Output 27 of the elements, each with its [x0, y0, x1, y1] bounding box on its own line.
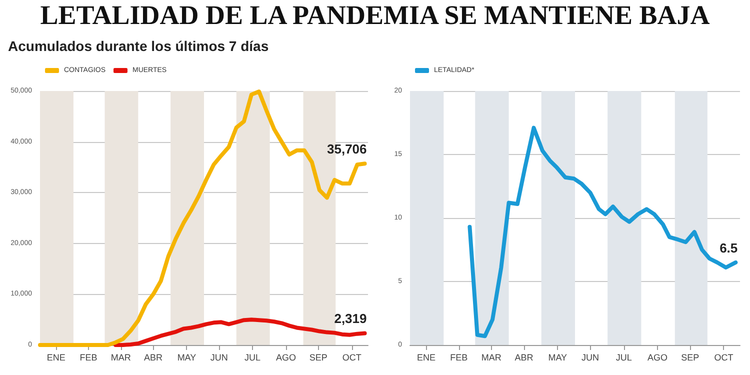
x-tick-label: ENE: [417, 352, 436, 362]
annotation: 6.5: [720, 240, 738, 256]
x-tick-label: ABR: [144, 352, 164, 362]
x-tick-label: OCT: [342, 352, 362, 362]
x-tick-label: MAY: [548, 352, 568, 362]
x-tick-label: JUN: [581, 352, 599, 362]
x-tick-label: FEB: [450, 352, 468, 362]
x-tick-label: SEP: [681, 352, 700, 362]
x-tick-label: AGO: [276, 352, 296, 362]
x-tick-label: JUL: [616, 352, 632, 362]
x-tick-label: AGO: [647, 352, 668, 362]
x-tick-label: MAR: [110, 352, 132, 362]
x-tick-label: JUN: [210, 352, 228, 362]
x-tick-label: SEP: [309, 352, 328, 362]
x-tick-label: JUL: [244, 352, 261, 362]
line-series: [38, 90, 367, 347]
x-tick-label: ENE: [46, 352, 66, 362]
x-tick-label: OCT: [714, 352, 734, 362]
chart-subtitle: Acumulados durante los últimos 7 días: [8, 38, 269, 54]
annotation: 2,319: [334, 311, 367, 326]
x-tick-label: FEB: [80, 352, 98, 362]
line-series: [468, 126, 738, 338]
x-tick-label: MAR: [481, 352, 502, 362]
x-tick-label: MAY: [177, 352, 196, 362]
x-tick-label: ABR: [514, 352, 534, 362]
chart-title: LETALIDAD DE LA PANDEMIA SE MANTIENE BAJA: [39, 0, 711, 31]
annotation: 35,706: [327, 142, 367, 157]
